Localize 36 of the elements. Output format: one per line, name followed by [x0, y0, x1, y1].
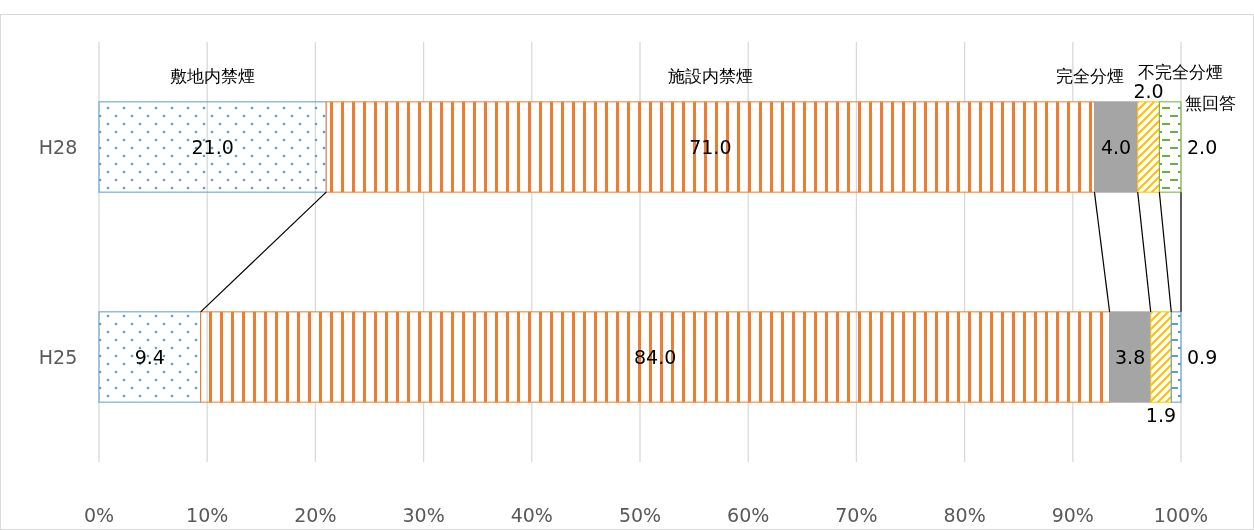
x-tick-label: 80%	[943, 504, 986, 526]
x-tick-label: 30%	[402, 504, 445, 526]
x-tick-label: 60%	[727, 504, 770, 526]
data-label: 21.0	[191, 136, 234, 158]
bar	[325, 101, 1095, 193]
data-label: 4.0	[1100, 136, 1132, 158]
bar	[1150, 311, 1172, 403]
x-tick-label: 70%	[835, 504, 878, 526]
x-tick-label: 100%	[1153, 504, 1209, 526]
data-label: 2.0	[1133, 79, 1164, 102]
bar	[98, 101, 327, 193]
x-tick-label: 50%	[618, 504, 662, 526]
bar	[1109, 311, 1152, 403]
bar	[98, 311, 202, 403]
x-tick-label: 40%	[510, 504, 553, 526]
data-label: 9.4	[134, 346, 165, 368]
x-tick-label: 90%	[1051, 504, 1094, 526]
x-tick-label: 20%	[294, 504, 337, 526]
series-label: 施設内禁煙	[667, 65, 753, 86]
series-label: 無回答	[1185, 92, 1236, 113]
bar	[1093, 101, 1139, 193]
bar	[200, 311, 1111, 403]
data-label: 3.8	[1115, 346, 1146, 368]
bar	[1170, 311, 1182, 403]
series-label: 完全分煙	[1055, 65, 1124, 86]
data-label: 0.9	[1187, 346, 1218, 368]
bar	[1158, 101, 1182, 193]
y-tick-label: H25	[38, 346, 78, 368]
data-label: 2.0	[1187, 136, 1218, 158]
series-label: 敷地内禁煙	[170, 65, 256, 86]
y-tick-label: H28	[38, 136, 78, 158]
x-tick-label: 10%	[186, 504, 229, 526]
data-label: 1.9	[1145, 404, 1177, 427]
series-label: 不完全分煙	[1137, 61, 1223, 82]
x-tick-label: 0%	[83, 504, 115, 526]
bar	[1137, 101, 1160, 193]
